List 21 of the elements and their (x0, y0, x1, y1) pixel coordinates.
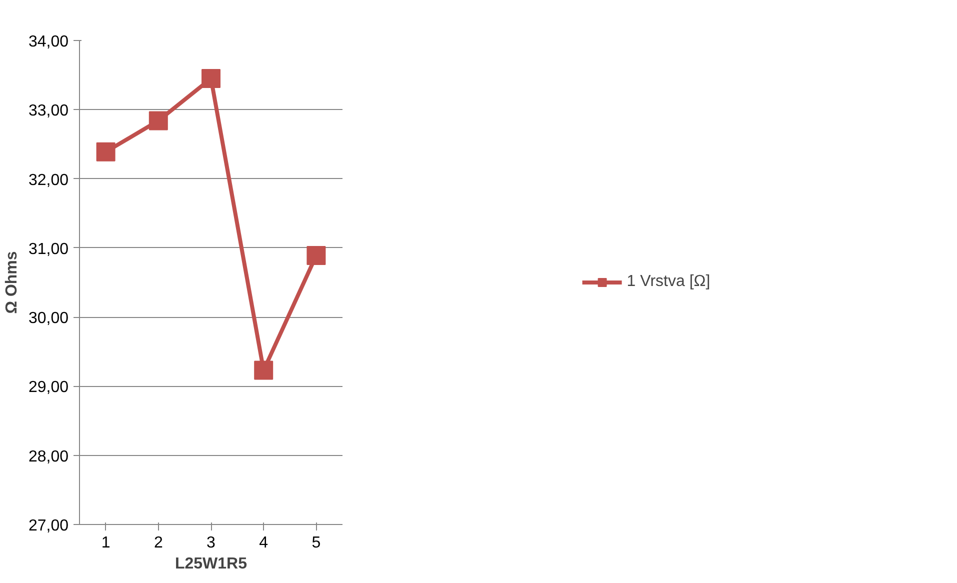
y-tick-label: 33,00 (28, 102, 69, 120)
y-tick-label: 34,00 (28, 34, 69, 50)
y-tick-label: 31,00 (28, 240, 69, 258)
x-tick-label: 1 (101, 534, 110, 552)
y-tick-label: 27,00 (28, 518, 69, 534)
y-axis-title: Ω Ohms (3, 251, 20, 314)
y-tick-label: 29,00 (28, 379, 69, 396)
point (254, 360, 274, 380)
point (148, 111, 168, 130)
y-tick-label: 28,00 (28, 448, 69, 466)
point (96, 142, 116, 162)
x-tick-label: 2 (154, 534, 163, 552)
x-axis-title: L25W1R5 (174, 556, 248, 572)
point (202, 69, 220, 88)
y-tick-label: 32,00 (28, 172, 69, 189)
y-tick-label: 30,00 (28, 310, 69, 328)
x-tick-label: 5 (312, 534, 321, 552)
point (306, 246, 326, 266)
legend-label: 1 Vrstva [Ω] (626, 273, 710, 291)
x-tick-label: 4 (259, 534, 268, 552)
x-tick-label: 3 (206, 534, 216, 552)
